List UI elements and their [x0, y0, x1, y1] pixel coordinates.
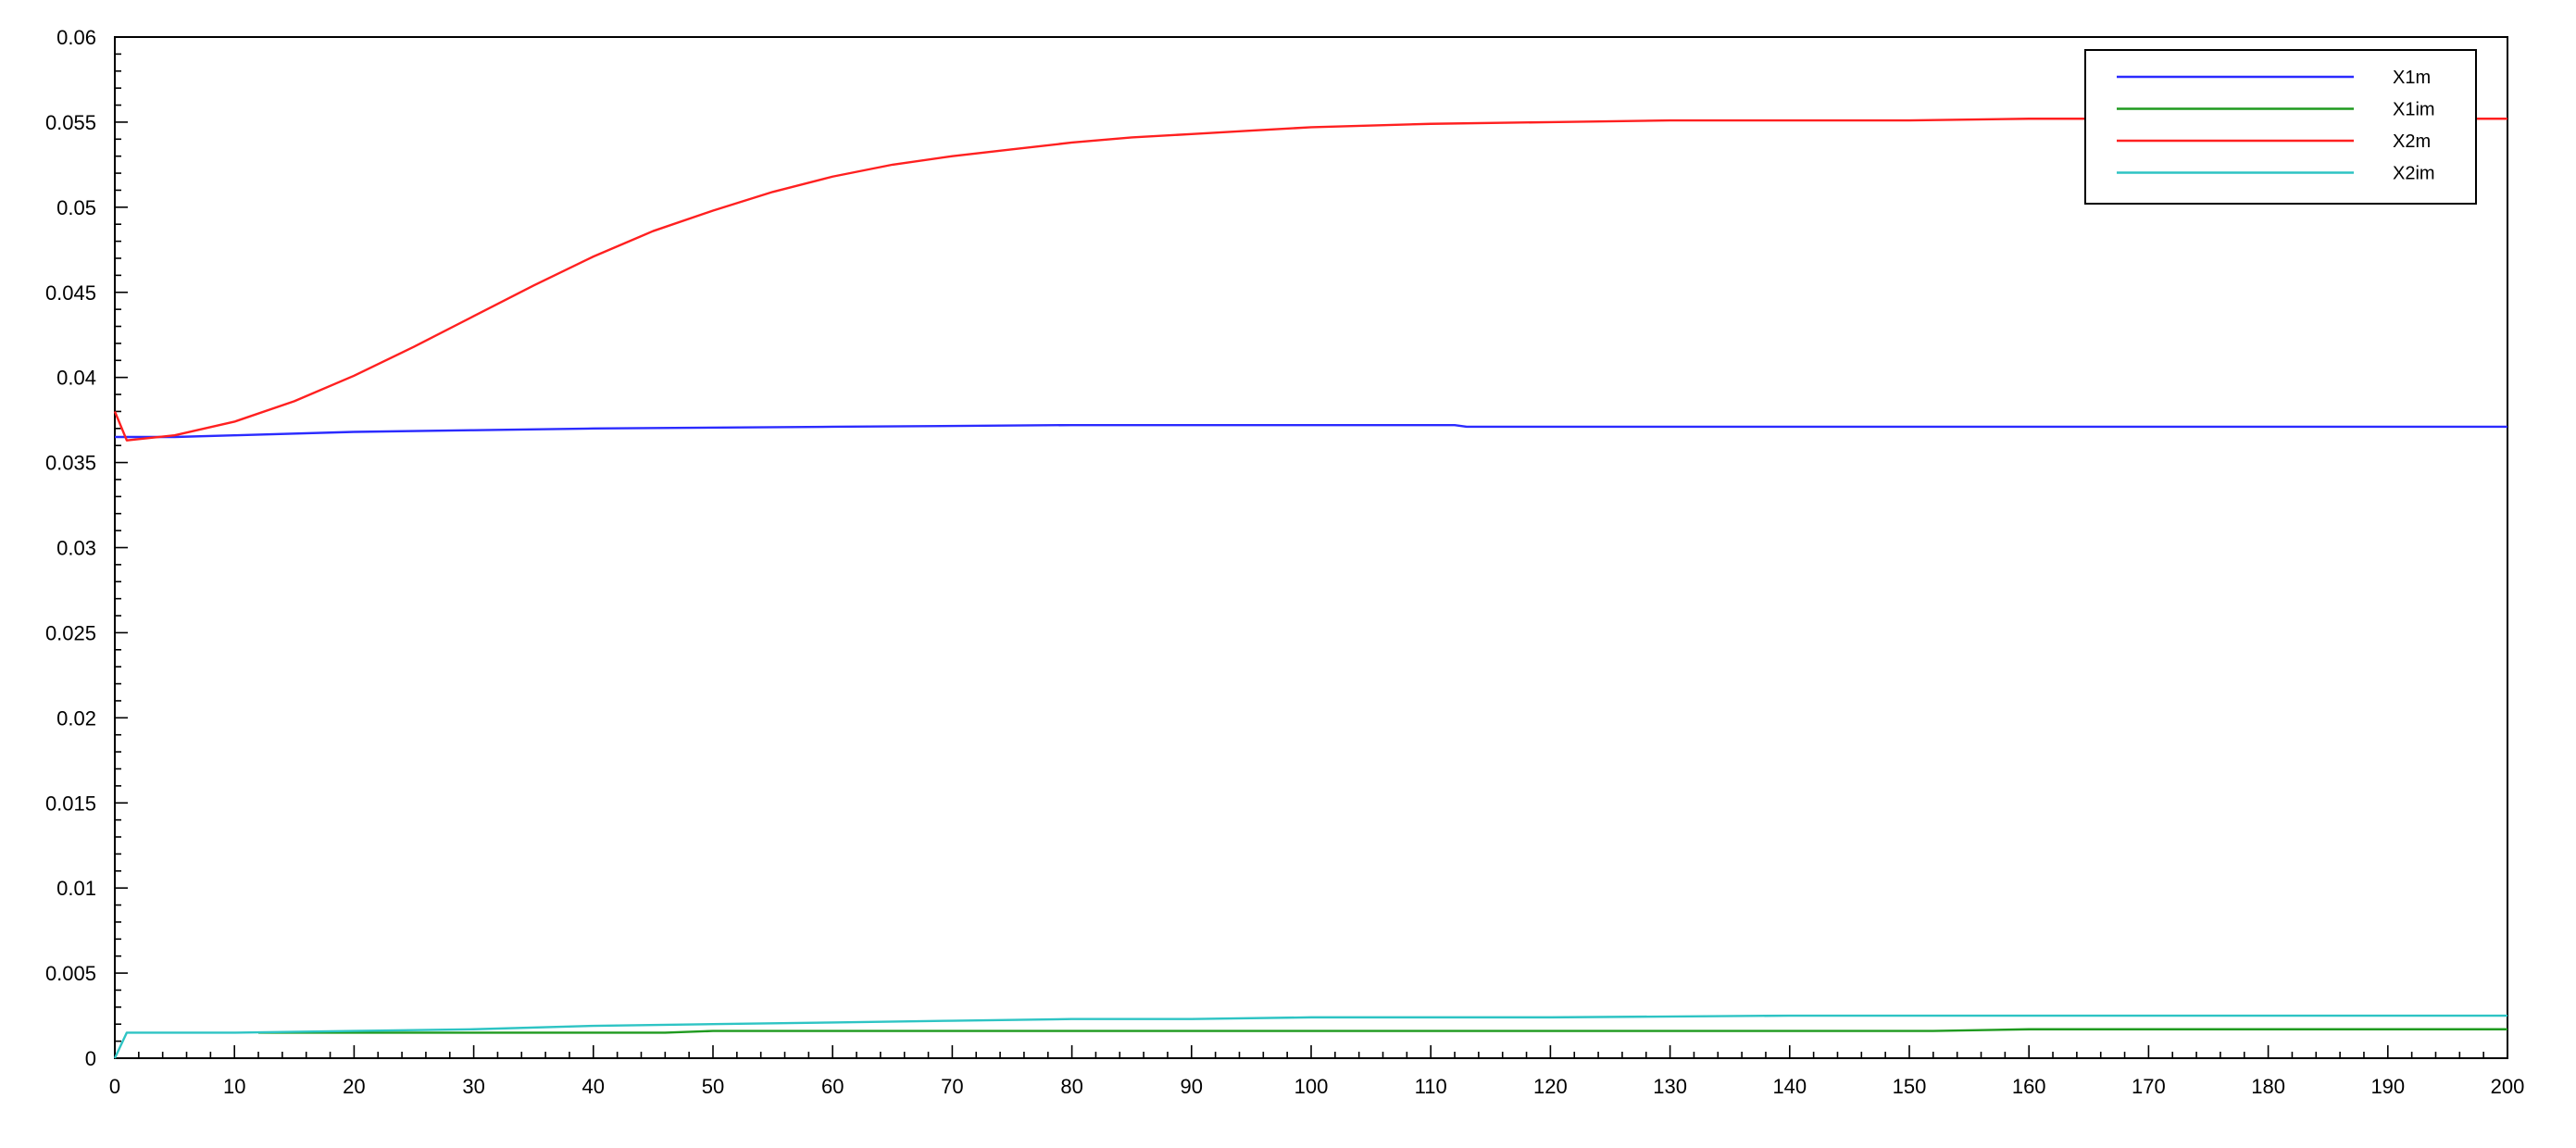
y-tick-label: 0.04: [56, 367, 96, 390]
x-tick-label: 110: [1415, 1075, 1447, 1098]
y-tick-label: 0: [85, 1047, 96, 1070]
legend: X1m X1im X2m X2im: [2084, 49, 2477, 205]
x-tick-label: 60: [821, 1075, 844, 1098]
series-line-x2m: [113, 118, 2507, 442]
x-tick-label: 100: [1294, 1075, 1329, 1098]
y-tick-label: 0.045: [45, 281, 96, 305]
series-lines: [113, 118, 2507, 1059]
x-tick-label: 150: [1893, 1075, 1927, 1098]
legend-label: X1im: [2393, 100, 2435, 120]
x-tick-label: 80: [1060, 1075, 1082, 1098]
x-tick-label: 50: [702, 1075, 724, 1098]
x-tick-label: 90: [1181, 1075, 1203, 1098]
x-tick-label: 190: [2370, 1075, 2405, 1098]
legend-box: [2084, 49, 2477, 205]
y-tick-label: 0.02: [56, 706, 96, 730]
y-tick-label: 0.05: [56, 196, 96, 219]
x-tick-label: 40: [582, 1075, 605, 1098]
x-tick-label: 10: [223, 1075, 245, 1098]
y-tick-label: 0.035: [45, 452, 96, 475]
y-tick-label: 0.025: [45, 621, 96, 644]
y-tick-label: 0.015: [45, 792, 96, 815]
x-tick-label: 200: [2491, 1075, 2525, 1098]
x-tick-label: 0: [109, 1075, 120, 1098]
series-line-x1m: [115, 423, 2507, 439]
series-line-x1im: [258, 1028, 2507, 1034]
x-tick-label: 130: [1653, 1075, 1687, 1098]
x-tick-label: 20: [343, 1075, 365, 1098]
y-tick-label: 0.005: [45, 962, 96, 985]
y-tick-label: 0.01: [56, 877, 96, 900]
legend-label: X2m: [2393, 131, 2431, 152]
x-tick-label: 30: [462, 1075, 484, 1098]
legend-label: X2im: [2393, 164, 2435, 184]
x-tick-label: 70: [941, 1075, 963, 1098]
x-tick-label: 170: [2132, 1075, 2166, 1098]
x-tick-label: 120: [1533, 1075, 1568, 1098]
x-tick-label: 140: [1772, 1075, 1807, 1098]
y-tick-label: 0.06: [56, 26, 96, 49]
series-line-x2im: [113, 1014, 2507, 1059]
y-tick-label: 0.055: [45, 111, 96, 134]
x-tick-label: 180: [2251, 1075, 2285, 1098]
y-tick-label: 0.03: [56, 537, 96, 560]
x-tick-label: 160: [2012, 1075, 2046, 1098]
axes: 0 10 20 30 40 50 60 70 80 90 100 110 120 130 140 150 160…: [45, 26, 2524, 1098]
legend-label: X1m: [2393, 68, 2431, 88]
